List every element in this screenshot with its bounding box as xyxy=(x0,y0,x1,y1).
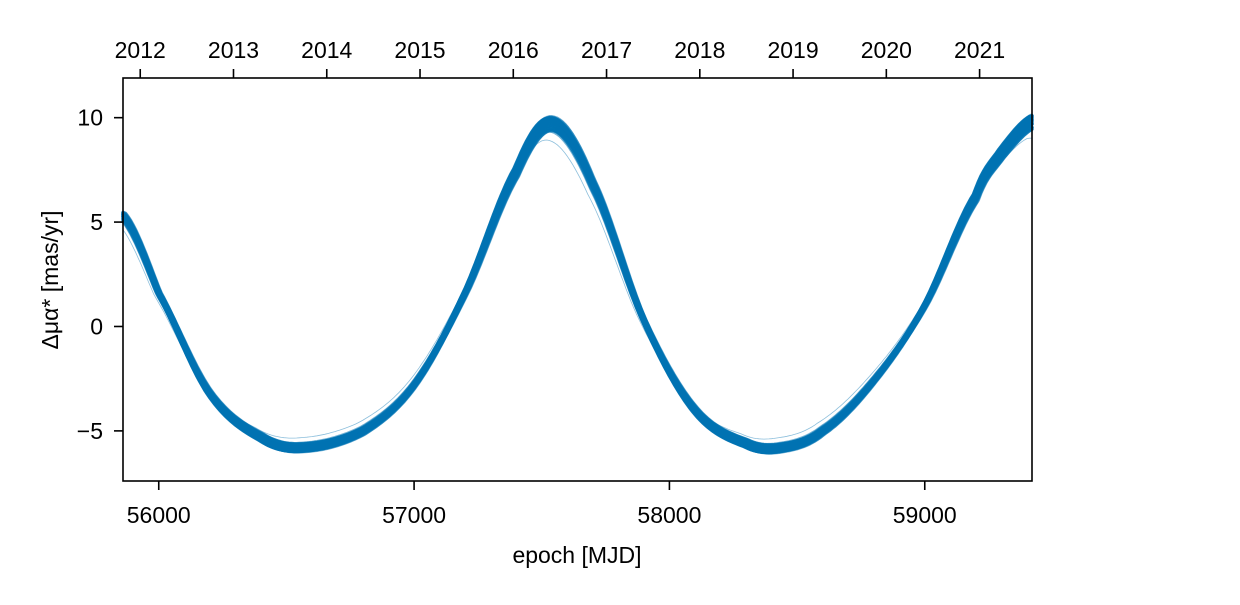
top-tick-label: 2018 xyxy=(674,37,725,63)
posterior-draw-line xyxy=(121,127,1034,447)
posterior-draw-line xyxy=(121,121,1034,450)
posterior-draw-line xyxy=(122,127,1033,446)
top-tick-label: 2013 xyxy=(208,37,259,63)
posterior-draw-line xyxy=(121,119,1034,452)
posterior-draw-line xyxy=(121,114,1034,454)
posterior-draw-line xyxy=(122,130,1033,446)
x-axis-top: 2012 2013 2014 2015 2016 2017 2018 2019 2020 2021 xyxy=(115,37,1005,78)
top-tick-label: 2016 xyxy=(488,37,539,63)
x-axis-label: epoch [MJD] xyxy=(512,542,641,568)
posterior-draw-line xyxy=(121,116,1034,453)
y-axis-label: Δμα* [mas/yr] xyxy=(37,210,63,349)
posterior-draw-line xyxy=(121,115,1034,454)
posterior-draw-line xyxy=(121,120,1034,451)
top-tick-label: 2015 xyxy=(394,37,445,63)
top-tick-label: 2019 xyxy=(767,37,818,63)
posterior-draw-line xyxy=(121,119,1034,452)
y-axis: −5 0 5 10 xyxy=(77,105,123,444)
posterior-draw-line xyxy=(121,126,1034,447)
posterior-draw-line xyxy=(121,118,1034,453)
y-tick-label: 10 xyxy=(77,105,103,131)
y-tick-label: 5 xyxy=(90,209,103,235)
posterior-draw-line xyxy=(122,113,1033,454)
posterior-draw-line xyxy=(121,117,1034,452)
posterior-draw-line xyxy=(121,114,1034,455)
posterior-draw-line xyxy=(121,113,1034,455)
posterior-draw-line xyxy=(121,115,1034,454)
posterior-draw-line xyxy=(121,114,1034,455)
posterior-draw-line xyxy=(121,119,1034,452)
posterior-draw-line xyxy=(121,122,1034,450)
posterior-draw-line xyxy=(121,127,1034,447)
posterior-draw-line xyxy=(121,117,1034,453)
posterior-draw-line xyxy=(121,114,1034,454)
top-tick-label: 2020 xyxy=(861,37,912,63)
posterior-draw-line xyxy=(121,116,1034,453)
posterior-draw-line xyxy=(121,125,1034,448)
posterior-draw-line xyxy=(121,115,1034,454)
posterior-draw-line xyxy=(122,115,1033,453)
posterior-draw-line xyxy=(121,114,1034,454)
posterior-draw-line xyxy=(121,118,1034,452)
x-axis-bottom: 56000 57000 58000 59000 xyxy=(127,481,957,528)
x-tick-label: 56000 xyxy=(127,502,191,528)
posterior-draw-line xyxy=(121,117,1034,452)
posterior-draw-line xyxy=(121,127,1034,447)
posterior-draw-line xyxy=(121,117,1034,453)
posterior-draw-line xyxy=(121,127,1034,447)
posterior-draw-line xyxy=(121,120,1034,451)
posterior-draw-line xyxy=(122,137,1033,440)
top-tick-label: 2017 xyxy=(581,37,632,63)
posterior-draw-line xyxy=(121,115,1034,454)
top-tick-label: 2021 xyxy=(954,37,1005,63)
posterior-draw-line xyxy=(121,114,1034,455)
plot-frame xyxy=(122,77,1033,482)
posterior-draw-line xyxy=(121,125,1034,448)
posterior-draw-line xyxy=(121,114,1034,454)
posterior-draw-line xyxy=(121,122,1034,450)
posterior-draw-line xyxy=(121,118,1034,452)
top-tick-label: 2012 xyxy=(115,37,166,63)
posterior-draw-line xyxy=(121,119,1034,452)
posterior-draw-line xyxy=(121,117,1034,453)
y-tick-label: 0 xyxy=(90,313,103,339)
posterior-curves xyxy=(121,113,1034,455)
posterior-draw-line xyxy=(121,122,1034,450)
posterior-draw-line xyxy=(122,113,1033,455)
x-tick-label: 59000 xyxy=(893,502,957,528)
posterior-draw-line xyxy=(121,118,1034,452)
posterior-draw-line xyxy=(121,125,1034,448)
x-tick-label: 57000 xyxy=(382,502,446,528)
posterior-draw-line xyxy=(121,114,1034,455)
posterior-draw-line xyxy=(121,125,1034,448)
posterior-draw-line xyxy=(121,116,1034,454)
posterior-draw-line xyxy=(121,126,1034,448)
posterior-draw-line xyxy=(121,125,1034,448)
x-tick-label: 58000 xyxy=(637,502,701,528)
top-tick-label: 2014 xyxy=(301,37,352,63)
posterior-draw-line xyxy=(121,120,1034,451)
posterior-draw-line xyxy=(121,119,1034,451)
y-tick-label: −5 xyxy=(77,418,103,444)
